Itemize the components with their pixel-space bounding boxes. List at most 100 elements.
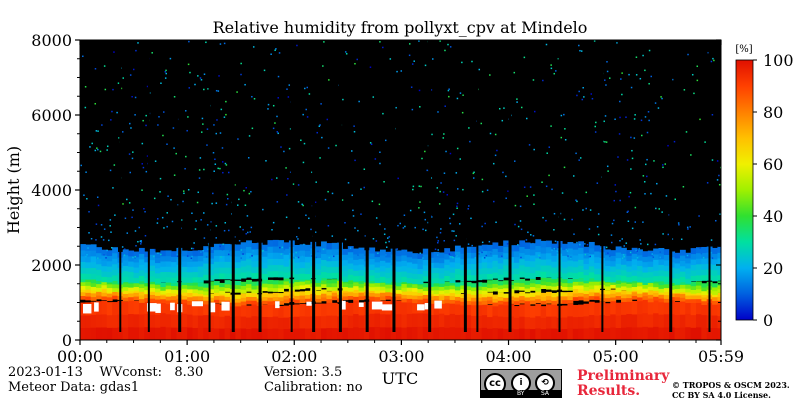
rh-pixel (690, 154, 692, 156)
rh-pixel (197, 75, 199, 77)
rh-cell (578, 271, 585, 279)
rh-pixel (409, 209, 412, 212)
rh-cell (626, 290, 633, 295)
rh-cell (471, 286, 477, 292)
rh-pixel (580, 50, 583, 52)
rh-pixel (199, 157, 202, 159)
rh-cell (122, 276, 129, 283)
rh-cell (304, 267, 311, 275)
rh-cell (235, 273, 242, 280)
rh-cell (122, 270, 129, 277)
rh-pixel (627, 210, 629, 213)
rh-cell (187, 301, 193, 315)
rh-pixel (711, 114, 714, 116)
rh-pixel (526, 195, 528, 197)
cc-license-badge[interactable]: cc i ⟲ BY SA (480, 369, 562, 398)
rh-pixel (570, 256, 572, 258)
rh-pixel (640, 119, 643, 122)
rh-pixel (654, 102, 657, 104)
rh-cell (278, 240, 285, 247)
rh-cell (487, 299, 493, 305)
rh-pixel (169, 57, 172, 60)
rh-cell (369, 275, 376, 282)
rh-pixel (621, 72, 623, 74)
rh-pixel (642, 54, 644, 57)
rh-pixel (157, 124, 159, 126)
rh-pixel (316, 131, 318, 134)
rh-pixel (513, 71, 516, 74)
cloud-patch (155, 303, 161, 313)
data-gap (476, 40, 479, 332)
x-axis-label: UTC (382, 369, 418, 388)
rh-cell (481, 290, 488, 295)
rh-cell (503, 328, 510, 340)
rh-cell (240, 328, 247, 340)
rh-cell (235, 294, 242, 299)
colorbar-tick-label: 0 (763, 311, 773, 330)
rh-pixel (300, 139, 302, 142)
rh-pixel (276, 131, 279, 133)
rh-pixel (206, 128, 209, 130)
rh-cell (122, 301, 129, 315)
rh-pixel (412, 188, 414, 191)
rh-pixel (217, 90, 220, 92)
rh-cell (171, 289, 177, 294)
rh-pixel (167, 195, 169, 197)
x-axis: 00:00 01:00 02:00 03:00 04:00 05:00 05:59 (57, 40, 744, 366)
rh-cell (358, 253, 365, 260)
rh-pixel (576, 200, 578, 203)
rh-pixel (419, 201, 421, 203)
rh-pixel (693, 254, 695, 256)
rh-cell (615, 279, 622, 284)
rh-pixel (483, 257, 486, 259)
rh-pixel (686, 226, 689, 229)
rh-cell (374, 313, 381, 328)
rh-cell (588, 314, 595, 328)
rh-cell (224, 243, 231, 251)
rh-cell (144, 293, 151, 299)
rh-cell (712, 258, 718, 265)
rh-cell (406, 277, 413, 284)
rh-pixel (699, 247, 701, 249)
rh-pixel (501, 119, 504, 122)
rh-cell (294, 245, 301, 252)
rh-pixel (95, 130, 98, 132)
rh-cell (412, 313, 418, 328)
rh-pixel (353, 130, 356, 133)
rh-pixel (111, 247, 113, 249)
rh-pixel (420, 185, 422, 188)
rh-cell (219, 304, 226, 317)
rh-cell (465, 282, 472, 287)
rh-cell (567, 282, 574, 287)
rh-cell (213, 299, 220, 304)
rh-pixel (718, 183, 721, 186)
rh-cell (149, 298, 156, 303)
rh-cell (96, 258, 102, 265)
rh-cell (197, 271, 204, 278)
rh-cell (187, 261, 193, 268)
rh-cell (246, 246, 252, 254)
rh-pixel (215, 89, 218, 92)
rh-cell (401, 290, 408, 295)
rh-pixel (131, 157, 134, 160)
rh-cell (90, 255, 97, 263)
rh-pixel (693, 92, 695, 95)
rh-pixel (214, 163, 217, 165)
rh-cell (696, 258, 702, 265)
rh-cell (251, 327, 258, 340)
rh-pixel (449, 46, 452, 48)
rh-cell (412, 326, 418, 340)
rh-cell (492, 302, 499, 316)
rh-cell (278, 300, 285, 305)
rh-cell (144, 282, 151, 287)
rh-cell (138, 283, 145, 289)
rh-cell (144, 256, 151, 263)
rh-cell (712, 315, 718, 329)
rh-cell (422, 270, 429, 277)
rh-cell (701, 286, 708, 292)
rh-cell (246, 264, 252, 272)
rh-cell (551, 316, 558, 329)
rh-pixel (161, 216, 164, 219)
rh-cell (535, 303, 542, 317)
rh-cell (133, 272, 140, 278)
